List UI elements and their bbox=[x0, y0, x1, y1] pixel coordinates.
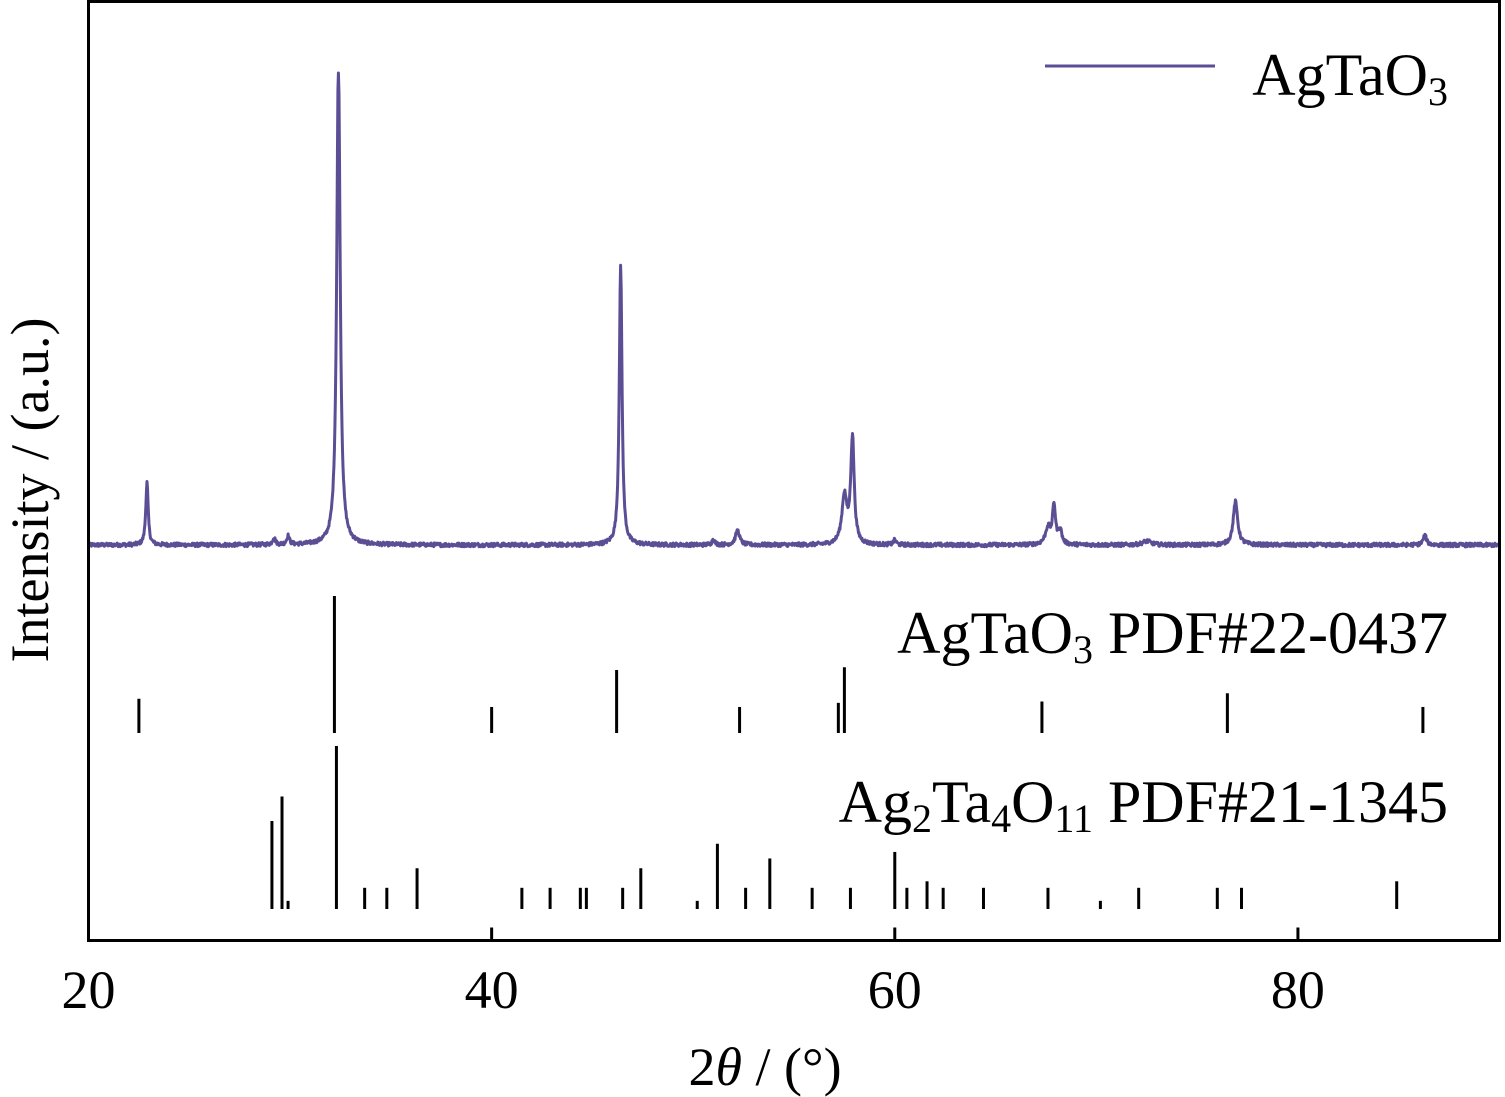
legend-label-base: AgTaO bbox=[1252, 42, 1428, 108]
x-tick-label: 40 bbox=[465, 960, 519, 1020]
ref1-subscript: 3 bbox=[1073, 627, 1093, 672]
x-axis-label-theta: θ bbox=[715, 1037, 742, 1097]
x-tick-label: 20 bbox=[62, 960, 116, 1020]
ref2-pdf: PDF#21-1345 bbox=[1093, 769, 1448, 835]
series-line-agtao3 bbox=[87, 71, 1501, 549]
x-tick-label: 80 bbox=[1271, 960, 1325, 1020]
x-ticks: 20 40 60 80 bbox=[62, 927, 1325, 1020]
legend-label-subscript: 3 bbox=[1428, 69, 1448, 114]
y-axis-label: Intensity / (a.u.) bbox=[0, 318, 60, 663]
reference-lines-layer bbox=[137, 596, 1425, 909]
legend-label: AgTaO3 bbox=[1252, 42, 1448, 114]
ref1-pdf: PDF#22-0437 bbox=[1093, 600, 1448, 666]
legend: AgTaO3 bbox=[1045, 42, 1448, 114]
ref2-name: Ag bbox=[839, 769, 912, 835]
ref2-sub2: 4 bbox=[991, 796, 1011, 841]
ref2-mid1: Ta bbox=[932, 769, 991, 835]
x-axis-label: 2θ / (°) bbox=[688, 1037, 841, 1097]
ref2-sub3: 11 bbox=[1054, 796, 1093, 841]
ref1-name: AgTaO bbox=[897, 600, 1073, 666]
reference-label-agtao3: AgTaO3 PDF#22-0437 bbox=[897, 600, 1448, 672]
x-axis-label-suffix: / (°) bbox=[742, 1037, 842, 1097]
x-tick-label: 60 bbox=[868, 960, 922, 1020]
reference-label-ag2ta4o11: Ag2Ta4O11 PDF#21-1345 bbox=[839, 769, 1448, 841]
series-layer bbox=[87, 71, 1501, 549]
plot-frame bbox=[87, 0, 1501, 942]
ref2-mid2: O bbox=[1011, 769, 1054, 835]
ref2-sub1: 2 bbox=[912, 796, 932, 841]
x-axis-label-prefix: 2 bbox=[688, 1037, 715, 1097]
